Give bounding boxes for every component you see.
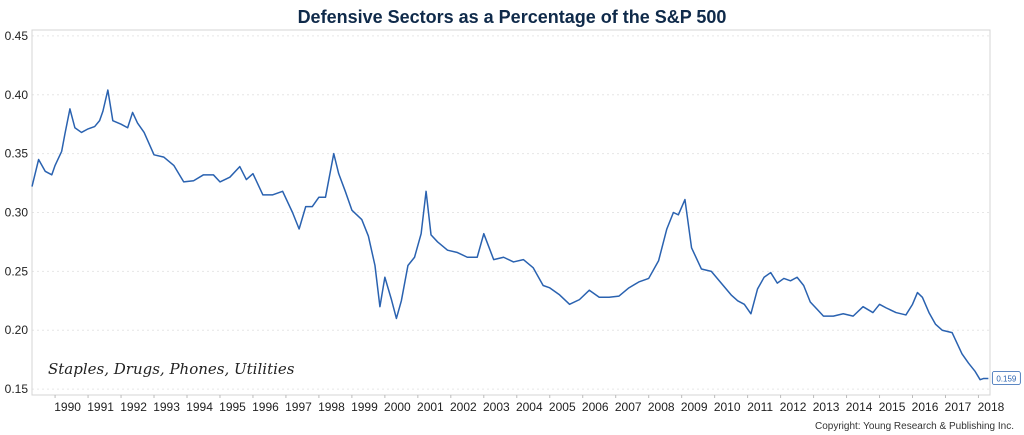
y-tick-label: 0.20 [5,323,29,337]
copyright-text: Copyright: Young Research & Publishing I… [815,421,1014,432]
x-tick-label: 2015 [879,400,906,414]
x-axis: 1990 1991 1992 1993 1994 1995 1996 1997 1998 1999… [54,395,1005,414]
x-tick-label: 2008 [648,400,675,414]
series-annotation: Staples, Drugs, Phones, Utilities [48,360,295,378]
x-tick-label: 2010 [714,400,741,414]
x-tick-label: 1997 [285,400,312,414]
x-tick-label: 1999 [351,400,378,414]
last-value-label: 0.159 [996,375,1017,384]
x-tick-label: 2012 [780,400,807,414]
y-tick-label: 0.30 [5,206,29,220]
x-tick-label: 2018 [978,400,1005,414]
last-value-box [991,371,1021,385]
y-axis: 0.15 0.20 0.25 0.30 0.35 0.40 0.45 [5,29,29,396]
x-tick-label: 2006 [582,400,609,414]
series-line [31,89,989,381]
x-tick-label: 1995 [219,400,246,414]
x-tick-label: 2005 [549,400,576,414]
x-tick-label: 2001 [417,400,444,414]
x-tick-label: 2011 [747,400,773,414]
x-tick-label: 1992 [120,400,147,414]
last-value-marker: 0.159 [991,371,1021,385]
x-tick-label: 1996 [252,400,279,414]
x-tick-label: 2016 [912,400,939,414]
grid [32,35,990,390]
y-tick-label: 0.15 [5,382,29,396]
x-tick-label: 2009 [681,400,708,414]
x-tick-label: 2000 [384,400,411,414]
chart-title: Defensive Sectors as a Percentage of the… [298,7,727,27]
y-tick-label: 0.25 [5,264,29,278]
x-tick-label: 2004 [516,400,543,414]
x-tick-label: 1990 [54,400,81,414]
x-tick-label: 2014 [846,400,873,414]
x-tick-label: 1993 [153,400,180,414]
x-tick-label: 2002 [450,400,477,414]
x-tick-label: 1998 [318,400,345,414]
x-tick-label: 1991 [87,400,114,414]
plot-frame [31,29,991,396]
x-tick-label: 2007 [615,400,642,414]
y-tick-label: 0.45 [5,29,29,43]
x-tick-label: 2003 [483,400,510,414]
x-tick-label: 2013 [813,400,840,414]
y-tick-label: 0.40 [5,88,29,102]
y-tick-label: 0.35 [5,147,29,161]
x-tick-label: 1994 [186,400,213,414]
x-tick-label: 2017 [945,400,972,414]
